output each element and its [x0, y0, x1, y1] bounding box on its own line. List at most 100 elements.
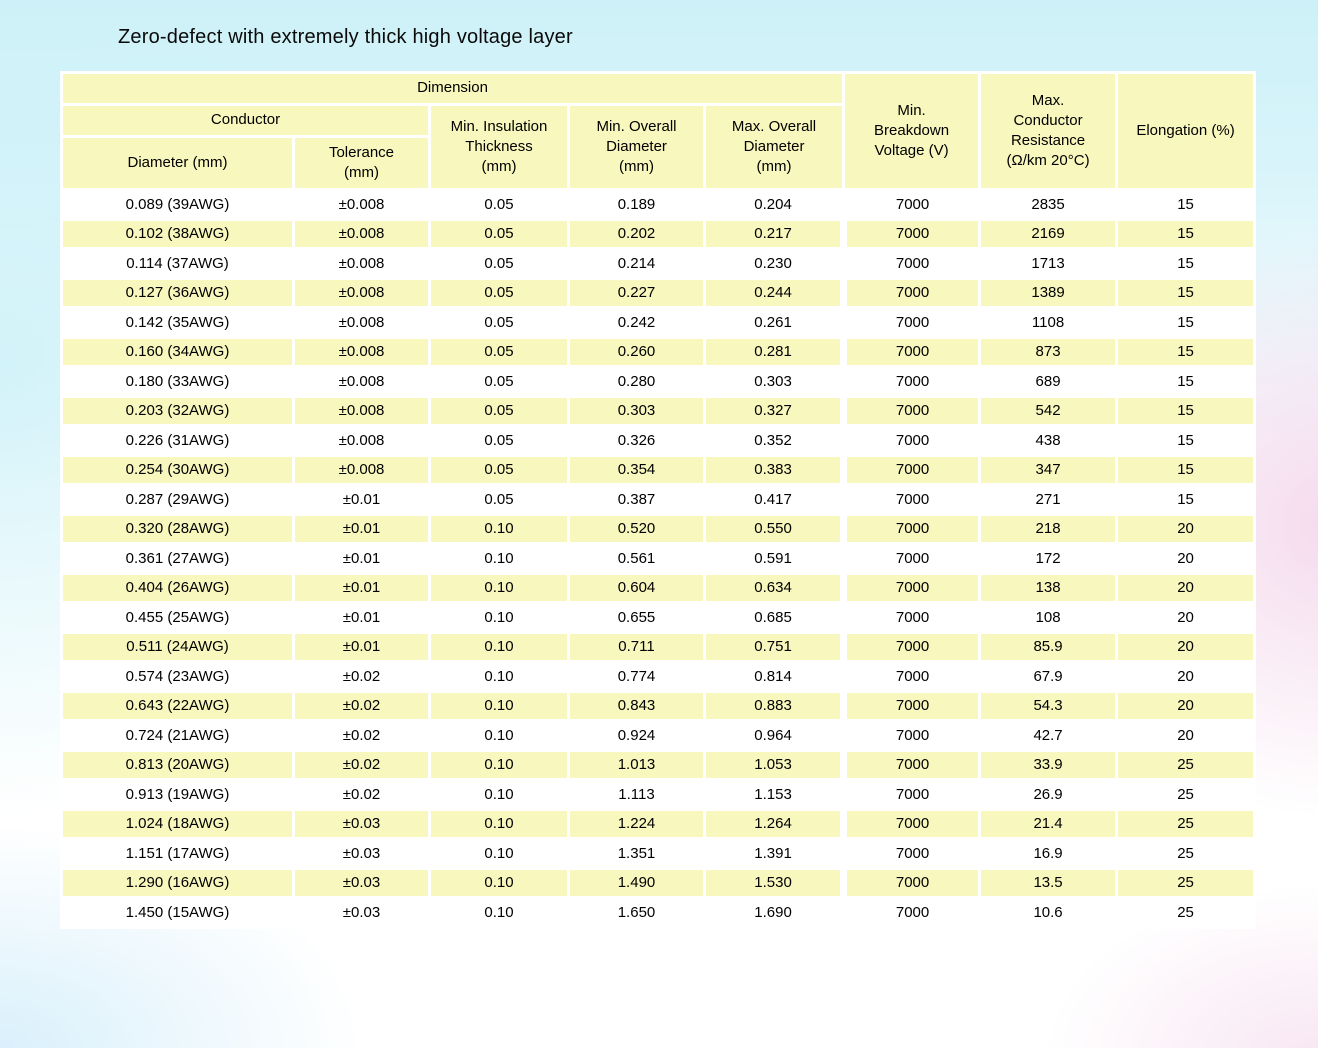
- table-cell: 15: [1115, 424, 1257, 457]
- table-cell: 0.261: [702, 306, 846, 339]
- table-cell: 0.287 (29AWG): [60, 483, 295, 516]
- table-cell: 7000: [840, 778, 982, 811]
- table-cell: 7000: [840, 571, 982, 604]
- header-tolerance: Tolerance (mm): [292, 135, 431, 191]
- table-cell: 1.153: [702, 778, 846, 811]
- table-cell: 0.230: [702, 247, 846, 280]
- table-cell: 0.550: [702, 512, 846, 545]
- table-cell: 7000: [840, 453, 982, 486]
- table-cell: ±0.008: [292, 217, 431, 250]
- table-cell: 1.264: [702, 807, 846, 840]
- table-cell: 0.303: [567, 394, 706, 427]
- table-cell: 0.089 (39AWG): [60, 188, 295, 221]
- table-cell: 0.511 (24AWG): [60, 630, 295, 663]
- table-cell: ±0.008: [292, 424, 431, 457]
- table-cell: 1.053: [702, 748, 846, 781]
- table-cell: 7000: [840, 512, 982, 545]
- table-cell: 0.204: [702, 188, 846, 221]
- table-cell: 0.10: [428, 630, 570, 663]
- table-cell: 7000: [840, 276, 982, 309]
- table-cell: 21.4: [978, 807, 1119, 840]
- table-cell: 0.254 (30AWG): [60, 453, 295, 486]
- table-cell: 0.242: [567, 306, 706, 339]
- table-row: 0.574 (23AWG) ±0.02 0.10 0.774 0.814 7000 67.9…: [60, 660, 1257, 693]
- table-cell: ±0.03: [292, 866, 431, 899]
- table-cell: 0.05: [428, 276, 570, 309]
- table-cell: 0.883: [702, 689, 846, 722]
- table-cell: 0.10: [428, 689, 570, 722]
- header-max-conductor-resistance: Max. Conductor Resistance (Ω/km 20°C): [978, 71, 1119, 191]
- table-cell: ±0.03: [292, 807, 431, 840]
- table-cell: 0.227: [567, 276, 706, 309]
- table-cell: 15: [1115, 453, 1257, 486]
- table-row: 1.151 (17AWG) ±0.03 0.10 1.351 1.391 7000 16.9…: [60, 837, 1257, 870]
- table-row: 0.511 (24AWG) ±0.01 0.10 0.711 0.751 7000 85.9…: [60, 630, 1257, 663]
- table-row: 0.287 (29AWG) ±0.01 0.05 0.387 0.417 7000 271 1…: [60, 483, 1257, 516]
- table-cell: 15: [1115, 394, 1257, 427]
- table-cell: 0.591: [702, 542, 846, 575]
- table-cell: ±0.01: [292, 542, 431, 575]
- table-cell: 20: [1115, 689, 1257, 722]
- table-cell: 85.9: [978, 630, 1119, 663]
- table-cell: 0.281: [702, 335, 846, 368]
- table-cell: ±0.01: [292, 601, 431, 634]
- table-cell: 7000: [840, 394, 982, 427]
- table-cell: 15: [1115, 217, 1257, 250]
- table-cell: 7000: [840, 601, 982, 634]
- table-cell: 20: [1115, 601, 1257, 634]
- table-cell: 172: [978, 542, 1119, 575]
- table-cell: 108: [978, 601, 1119, 634]
- table-cell: 0.10: [428, 837, 570, 870]
- table-cell: 873: [978, 335, 1119, 368]
- wire-spec-table: Dimension Min. Breakdown Voltage (V) Max…: [59, 71, 1257, 929]
- table-cell: 42.7: [978, 719, 1119, 752]
- table-cell: 7000: [840, 689, 982, 722]
- table-cell: 0.326: [567, 424, 706, 457]
- table-cell: 1.450 (15AWG): [60, 896, 295, 929]
- table-row: 0.254 (30AWG) ±0.008 0.05 0.354 0.383 7000 347…: [60, 453, 1257, 486]
- table-cell: 25: [1115, 896, 1257, 929]
- table-cell: 0.751: [702, 630, 846, 663]
- table-cell: 10.6: [978, 896, 1119, 929]
- table-cell: 7000: [840, 660, 982, 693]
- header-min-insulation-thickness: Min. Insulation Thickness (mm): [428, 103, 570, 191]
- table-row: 1.290 (16AWG) ±0.03 0.10 1.490 1.530 7000 13.5…: [60, 866, 1257, 899]
- table-cell: ±0.01: [292, 512, 431, 545]
- table-row: 1.024 (18AWG) ±0.03 0.10 1.224 1.264 7000 21.4…: [60, 807, 1257, 840]
- table-cell: 7000: [840, 748, 982, 781]
- table-cell: 25: [1115, 778, 1257, 811]
- table-cell: ±0.02: [292, 778, 431, 811]
- table-cell: 16.9: [978, 837, 1119, 870]
- table-cell: 0.214: [567, 247, 706, 280]
- header-diameter: Diameter (mm): [60, 135, 295, 191]
- table-cell: 7000: [840, 247, 982, 280]
- table-cell: ±0.01: [292, 483, 431, 516]
- table-cell: 1.690: [702, 896, 846, 929]
- table-cell: 0.10: [428, 807, 570, 840]
- table-cell: 7000: [840, 542, 982, 575]
- table-row: 0.320 (28AWG) ±0.01 0.10 0.520 0.550 7000 218 2…: [60, 512, 1257, 545]
- table-cell: 15: [1115, 365, 1257, 398]
- table-row: 0.643 (22AWG) ±0.02 0.10 0.843 0.883 7000 54.3…: [60, 689, 1257, 722]
- table-cell: 438: [978, 424, 1119, 457]
- table-cell: 1.490: [567, 866, 706, 899]
- table-cell: ±0.008: [292, 247, 431, 280]
- header-min-overall-diameter: Min. Overall Diameter (mm): [567, 103, 706, 191]
- table-cell: 15: [1115, 276, 1257, 309]
- table-cell: 0.10: [428, 542, 570, 575]
- table-cell: 0.10: [428, 719, 570, 752]
- table-row: 0.813 (20AWG) ±0.02 0.10 1.013 1.053 7000 33.9…: [60, 748, 1257, 781]
- table-cell: 0.10: [428, 778, 570, 811]
- table-cell: ±0.008: [292, 306, 431, 339]
- table-cell: 0.685: [702, 601, 846, 634]
- table-cell: 15: [1115, 247, 1257, 280]
- table-cell: 0.417: [702, 483, 846, 516]
- table-row: 0.142 (35AWG) ±0.008 0.05 0.242 0.261 7000 110…: [60, 306, 1257, 339]
- table-cell: 0.05: [428, 247, 570, 280]
- table-cell: 0.520: [567, 512, 706, 545]
- table-cell: 0.217: [702, 217, 846, 250]
- table-cell: 26.9: [978, 778, 1119, 811]
- table-row: 0.127 (36AWG) ±0.008 0.05 0.227 0.244 7000 138…: [60, 276, 1257, 309]
- table-cell: ±0.02: [292, 719, 431, 752]
- table-cell: 0.774: [567, 660, 706, 693]
